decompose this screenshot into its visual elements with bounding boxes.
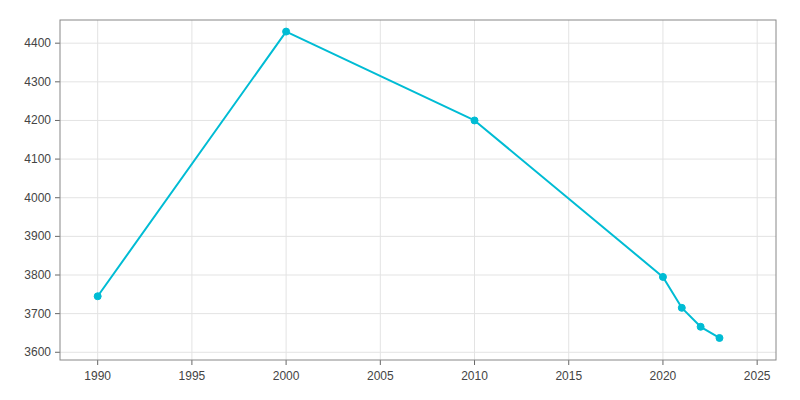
y-grid-line <box>60 313 776 314</box>
y-tick <box>55 197 60 198</box>
x-grid-line <box>97 20 98 360</box>
y-tick <box>55 43 60 44</box>
point-marker <box>283 28 290 35</box>
x-grid-line <box>380 20 381 360</box>
point-marker <box>471 117 478 124</box>
y-grid-line <box>60 81 776 82</box>
x-tick <box>662 360 663 365</box>
y-tick <box>55 81 60 82</box>
y-tick-label: 3900 <box>24 229 51 243</box>
x-tick <box>757 360 758 365</box>
plot-frame <box>60 20 776 360</box>
y-grid-line <box>60 352 776 353</box>
y-grid-line <box>60 236 776 237</box>
chart-svg: 1990 1995 2000 2005 2010 2015 2020 2025 3600 3700… <box>0 0 800 400</box>
x-grid-line <box>191 20 192 360</box>
y-tick <box>55 236 60 237</box>
x-tick-label: 2025 <box>744 369 771 383</box>
x-tick <box>191 360 192 365</box>
point-marker <box>697 323 704 330</box>
x-tick <box>97 360 98 365</box>
x-tick-label: 2010 <box>461 369 488 383</box>
x-tick <box>568 360 569 365</box>
series <box>94 28 723 341</box>
x-grid-line <box>662 20 663 360</box>
point-marker <box>716 334 723 341</box>
y-tick-label: 4400 <box>24 36 51 50</box>
x-tick-label: 1995 <box>179 369 206 383</box>
x-tick-label: 2020 <box>650 369 677 383</box>
y-tick-label: 4100 <box>24 152 51 166</box>
point-marker <box>94 293 101 300</box>
plot-area <box>60 20 776 360</box>
y-grid-line <box>60 275 776 276</box>
x-grid-line <box>568 20 569 360</box>
y-tick-label: 4200 <box>24 113 51 127</box>
axes: 1990 1995 2000 2005 2010 2015 2020 2025 3600 3700… <box>24 20 776 383</box>
x-tick <box>380 360 381 365</box>
x-tick-label: 2015 <box>555 369 582 383</box>
series-line <box>98 32 720 338</box>
y-grid-line <box>60 43 776 44</box>
x-tick-label: 1990 <box>84 369 111 383</box>
y-tick-label: 3800 <box>24 268 51 282</box>
x-tick-label: 2005 <box>367 369 394 383</box>
point-marker <box>659 273 666 280</box>
y-tick-label: 4300 <box>24 75 51 89</box>
y-tick-label: 4000 <box>24 191 51 205</box>
y-tick <box>55 159 60 160</box>
x-grid-line <box>757 20 758 360</box>
y-tick-label: 3600 <box>24 345 51 359</box>
x-tick-label: 2000 <box>273 369 300 383</box>
y-tick <box>55 120 60 121</box>
y-tick <box>55 313 60 314</box>
x-tick <box>286 360 287 365</box>
x-tick <box>474 360 475 365</box>
x-grid-line <box>474 20 475 360</box>
y-grid-line <box>60 120 776 121</box>
y-grid-line <box>60 159 776 160</box>
grid <box>60 20 776 360</box>
chart-container: 1990 1995 2000 2005 2010 2015 2020 2025 3600 3700… <box>0 0 800 400</box>
point-marker <box>678 304 685 311</box>
y-tick <box>55 352 60 353</box>
y-tick <box>55 275 60 276</box>
y-tick-label: 3700 <box>24 307 51 321</box>
x-grid-line <box>286 20 287 360</box>
